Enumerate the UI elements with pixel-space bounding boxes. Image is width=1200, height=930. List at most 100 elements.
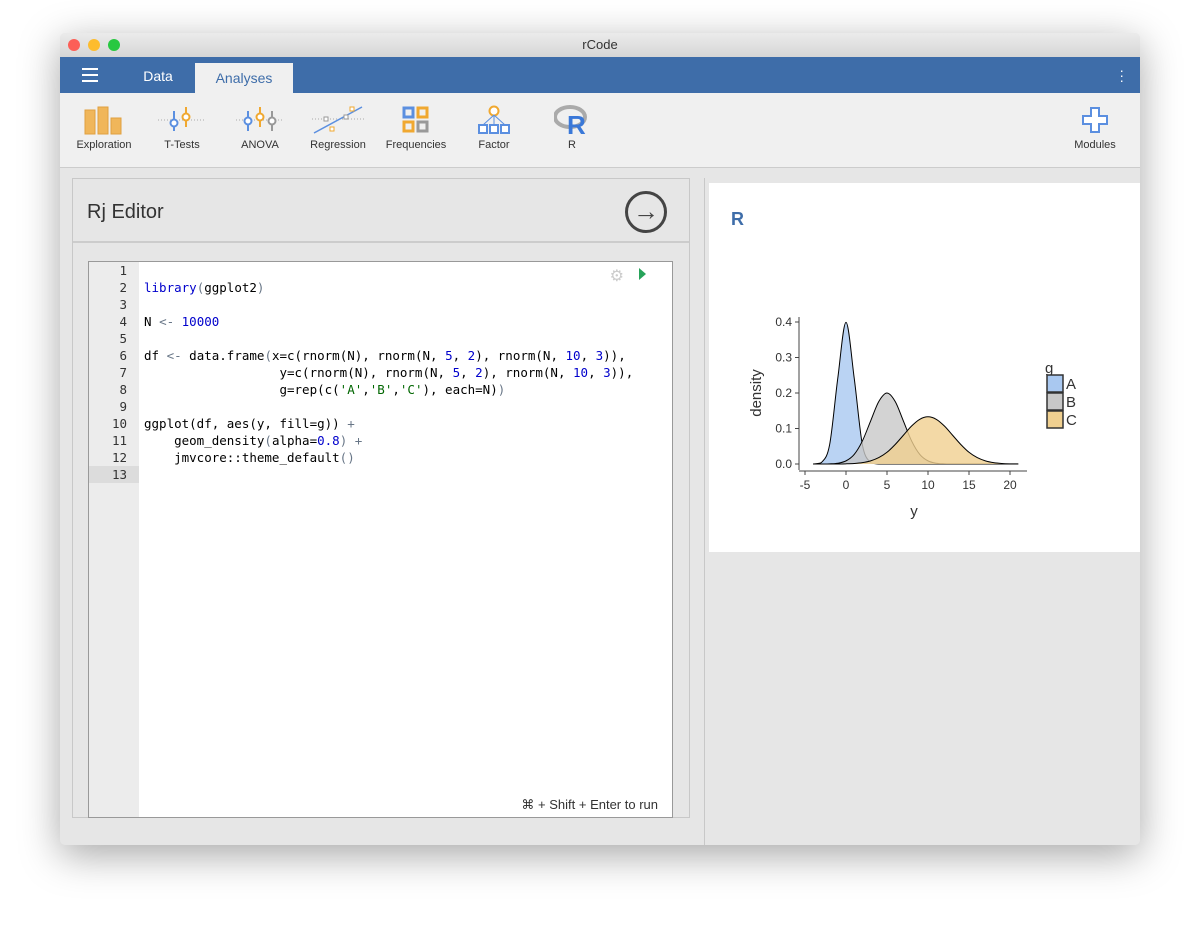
code-token: +: [347, 416, 355, 431]
density-area-A: [813, 322, 1019, 464]
y-tick-label: 0.2: [775, 386, 792, 400]
code-token: )),: [610, 365, 634, 380]
line-number: 13: [89, 466, 139, 483]
editor-panel: Rj Editor → 1 2 3 4 5 6 7 8 9 10 11 12 13 library(gg…: [72, 178, 690, 818]
regression-icon: [312, 106, 364, 134]
code-token: 'A': [339, 382, 363, 397]
code-area[interactable]: library(ggplot2) N <- 10000 df <- data.fra…: [144, 262, 672, 483]
code-token: ,: [460, 365, 476, 380]
ribbon-r[interactable]: R R: [533, 93, 611, 151]
code-token: jmvcore::theme_default: [144, 450, 340, 465]
legend-key-A: [1046, 374, 1064, 393]
code-line[interactable]: [144, 466, 672, 483]
line-number: 1: [119, 263, 127, 278]
tab-data[interactable]: Data: [143, 68, 173, 84]
code-token: 2: [475, 365, 483, 380]
code-token: ): [497, 382, 506, 397]
code-line[interactable]: geom_density(alpha=0.8) +: [144, 432, 672, 449]
code-token: ,: [588, 365, 604, 380]
results-panel: R 0.0 0.1 0.2 0.3 0.4 -5 0 5 10 15 20 y density g A B C: [704, 178, 1140, 845]
results-output: R 0.0 0.1 0.2 0.3 0.4 -5 0 5 10 15 20 y density g A B C: [709, 183, 1140, 552]
line-number: 3: [119, 297, 127, 312]
code-token: g=rep(c(: [144, 382, 340, 397]
code-token: 5: [452, 365, 461, 380]
ribbon-modules[interactable]: Modules: [1056, 93, 1134, 151]
code-token: ): [339, 433, 355, 448]
code-token: (): [339, 450, 355, 465]
more-options-icon[interactable]: · · ·: [1119, 62, 1124, 88]
ribbon-t-tests[interactable]: T-Tests: [143, 93, 221, 151]
legend-key-B: [1046, 392, 1064, 411]
ttest-icon: [158, 107, 206, 131]
code-token: ,: [392, 382, 400, 397]
code-token: ), rnorm(N,: [475, 348, 566, 363]
anova-icon: [236, 107, 284, 131]
ribbon-label: Regression: [310, 139, 366, 151]
settings-gear-icon[interactable]: ⚙: [609, 268, 624, 285]
run-shortcut-hint: ⌘ + Shift + Enter to run: [521, 797, 658, 812]
line-number: 8: [119, 382, 127, 397]
x-tick-label: 10: [921, 478, 935, 492]
legend-label: B: [1066, 394, 1076, 411]
code-token: 'B': [369, 382, 393, 397]
code-line[interactable]: [144, 262, 672, 279]
code-token: y=c(rnorm(N), rnorm(N,: [144, 365, 453, 380]
ribbon-frequencies[interactable]: Frequencies: [377, 93, 455, 151]
maximize-button[interactable]: [108, 39, 120, 51]
code-line[interactable]: jmvcore::theme_default(): [144, 449, 672, 466]
ribbon-regression[interactable]: Regression: [299, 93, 377, 151]
ribbon-factor[interactable]: Factor: [455, 93, 533, 151]
code-editor[interactable]: 1 2 3 4 5 6 7 8 9 10 11 12 13 library(ggplot2) N <- 1…: [88, 261, 673, 818]
minimize-button[interactable]: [88, 39, 100, 51]
code-line[interactable]: library(ggplot2): [144, 279, 672, 296]
hamburger-menu-icon[interactable]: [82, 68, 98, 86]
code-token: <-: [166, 348, 182, 363]
ribbon-exploration[interactable]: Exploration: [65, 93, 143, 151]
menu-bar: Data Analyses · · ·: [60, 57, 1140, 93]
close-button[interactable]: [68, 39, 80, 51]
code-line[interactable]: df <- data.frame(x=c(rnorm(N), rnorm(N, …: [144, 347, 672, 364]
code-token: library: [144, 280, 197, 295]
app-window: rCode Data Analyses · · · Exploration T-Te…: [60, 33, 1140, 845]
code-line[interactable]: N <- 10000: [144, 313, 672, 330]
line-number-gutter: 1 2 3 4 5 6 7 8 9 10 11 12 13: [89, 262, 139, 817]
code-token: +: [354, 433, 363, 448]
tab-analyses[interactable]: Analyses: [195, 63, 293, 93]
ribbon-label: Factor: [478, 139, 510, 151]
run-play-icon[interactable]: [639, 268, 646, 280]
bar-chart-icon: [84, 106, 122, 135]
code-token: 10: [573, 365, 589, 380]
x-tick-label: 15: [962, 478, 976, 492]
run-arrow-button[interactable]: →: [625, 191, 667, 233]
plus-icon: [1082, 107, 1108, 133]
code-token: <-: [159, 314, 175, 329]
density-area-C: [813, 416, 1019, 464]
code-token: ,: [362, 382, 370, 397]
code-line[interactable]: g=rep(c('A','B','C'), each=N)): [144, 381, 672, 398]
editor-title: Rj Editor: [87, 201, 164, 223]
ribbon-label: ANOVA: [241, 139, 279, 151]
line-number: 4: [119, 314, 127, 329]
results-title: R: [731, 209, 744, 229]
code-token: geom_density: [144, 433, 265, 448]
line-number: 6: [119, 348, 127, 363]
code-line[interactable]: y=c(rnorm(N), rnorm(N, 5, 2), rnorm(N, 1…: [144, 364, 672, 381]
x-tick-label: -5: [800, 478, 811, 492]
code-line[interactable]: [144, 398, 672, 415]
code-line[interactable]: ggplot(df, aes(y, fill=g)) +: [144, 415, 672, 432]
window-title: rCode: [582, 37, 618, 52]
line-number: 2: [119, 280, 127, 295]
y-tick-label: 0.3: [775, 351, 792, 365]
code-token: 'C': [399, 382, 423, 397]
code-token: x=c(rnorm(N), rnorm(N,: [271, 348, 446, 363]
code-token: alpha=: [271, 433, 318, 448]
code-token: (: [264, 348, 272, 363]
line-number: 7: [119, 365, 127, 380]
code-line[interactable]: [144, 330, 672, 347]
ribbon-anova[interactable]: ANOVA: [221, 93, 299, 151]
code-token: ggplot(df, aes(y, fill=g)): [144, 416, 348, 431]
code-token: 3: [603, 365, 611, 380]
code-token: ), rnorm(N,: [482, 365, 573, 380]
code-line[interactable]: [144, 296, 672, 313]
